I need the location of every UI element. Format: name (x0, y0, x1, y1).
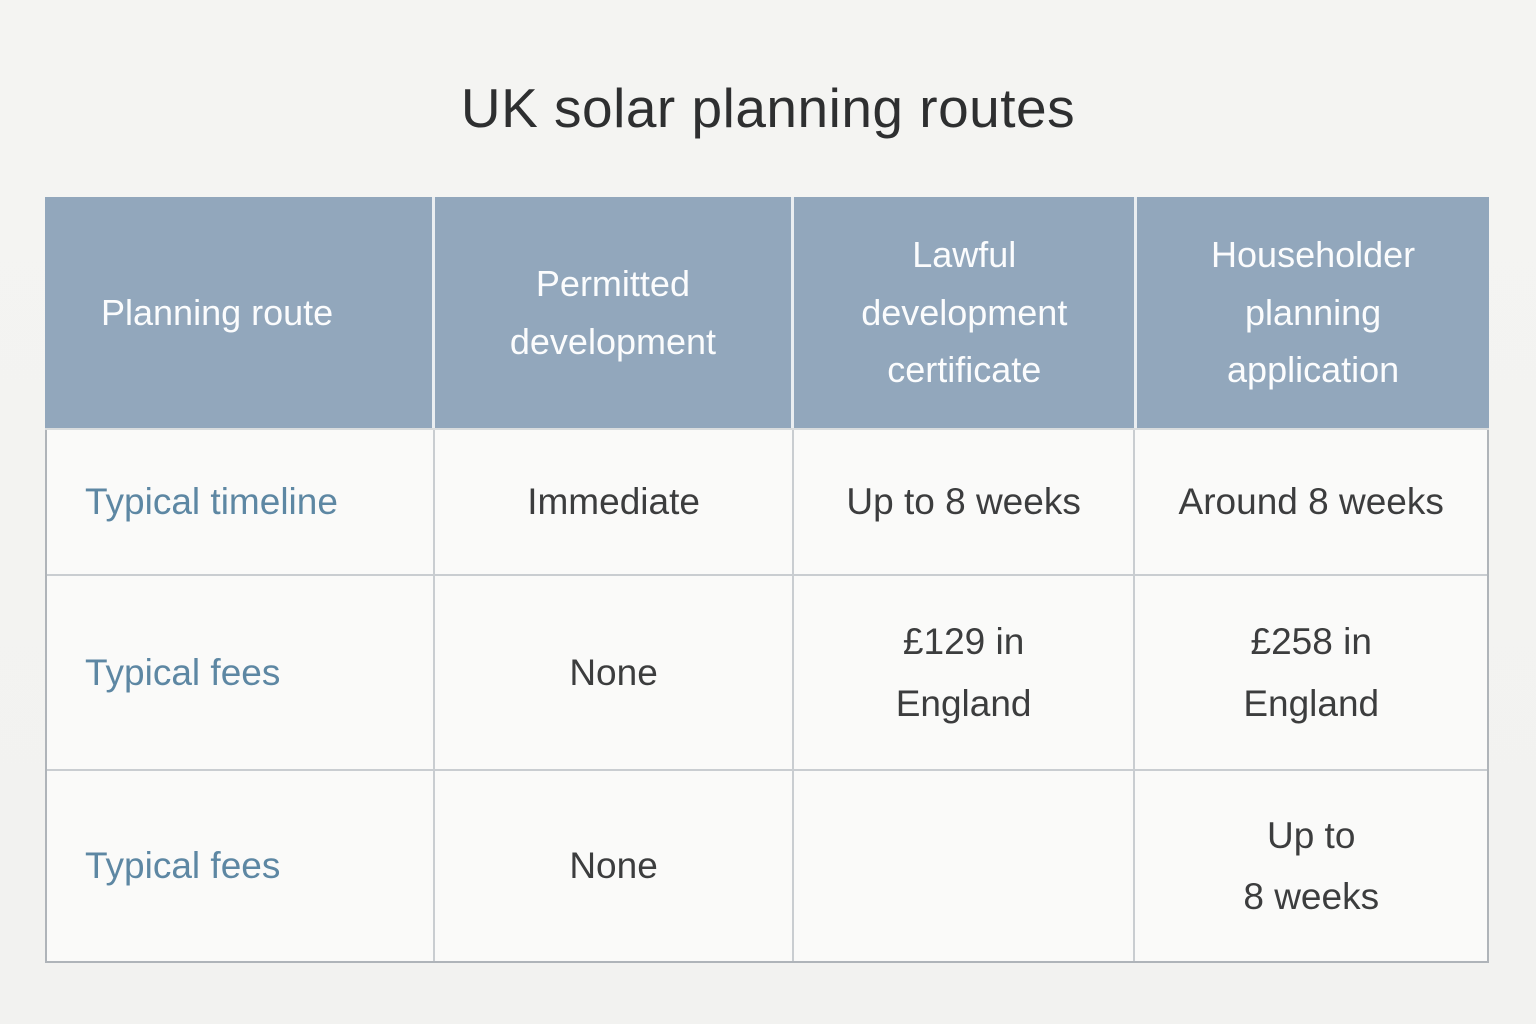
cell-fees-householder-planning-application: £258 in England (1135, 576, 1487, 769)
page-title: UK solar planning routes (460, 77, 1076, 139)
cell-timeline-householder-planning-application: Around 8 weeks (1135, 430, 1487, 574)
cell-timeline-permitted-development: Immediate (435, 430, 792, 574)
table-body: Typical timeline Immediate Up to 8 weeks… (45, 430, 1489, 963)
cell-fees-lawful-development-certificate: £129 in England (793, 576, 1134, 769)
column-header-householder-planning-application: Householder planning application (1137, 197, 1489, 428)
cell-fees2-lawful-development-certificate (793, 771, 1134, 961)
column-header-permitted-development: Permitted development (434, 197, 792, 428)
table-header-row: Planning route Permitted development Law… (45, 197, 1489, 430)
row-label-typical-fees: Typical fees (47, 576, 434, 769)
row-label-typical-fees-2: Typical fees (47, 771, 434, 961)
column-header-planning-route: Planning route (45, 197, 432, 428)
cell-fees2-householder-planning-application: Up to 8 weeks (1135, 771, 1487, 961)
planning-routes-table: Planning route Permitted development Law… (45, 197, 1489, 963)
cell-fees2-permitted-development: None (435, 771, 792, 961)
column-header-lawful-development-certificate: Lawful development certificate (794, 197, 1135, 428)
cell-timeline-lawful-development-certificate: Up to 8 weeks (793, 430, 1134, 574)
cell-fees-permitted-development: None (435, 576, 792, 769)
row-label-typical-timeline: Typical timeline (47, 430, 434, 574)
